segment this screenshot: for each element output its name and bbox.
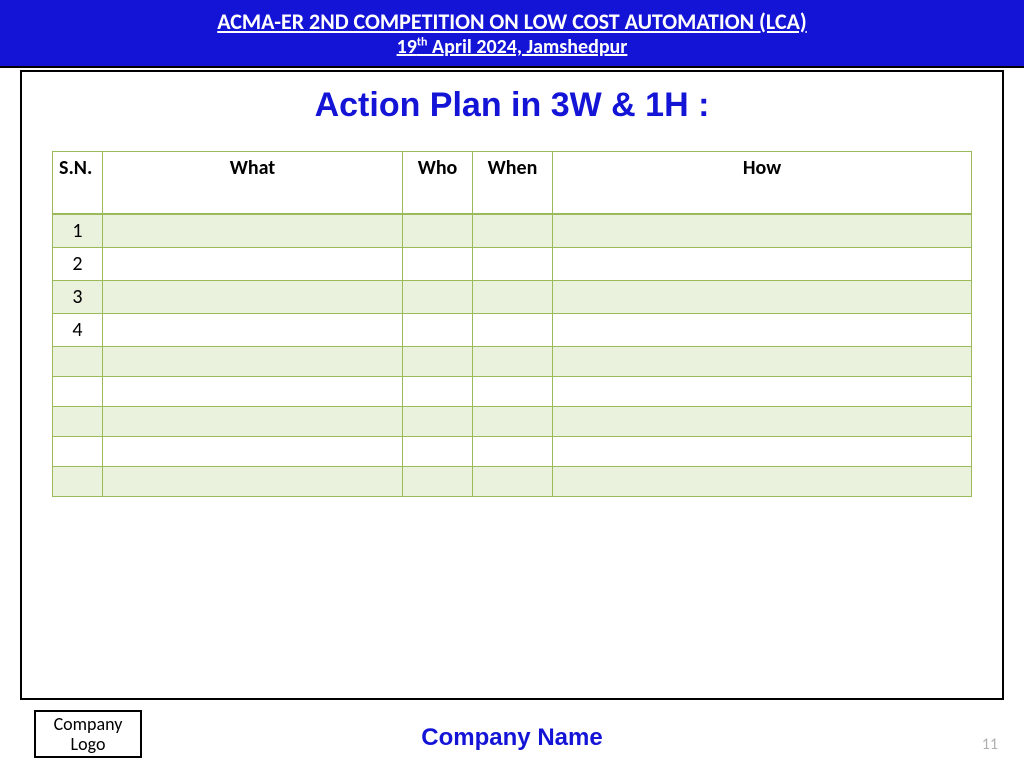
banner-sub-sup: th [417,35,428,49]
company-name: Company Name [0,724,1024,752]
cell-how [553,466,972,496]
cell-what [103,466,403,496]
cell-sn: 4 [53,313,103,346]
table-row [53,346,972,376]
cell-sn [53,346,103,376]
slide-heading: Action Plan in 3W & 1H : [52,86,972,125]
cell-when [473,214,553,248]
table-row: 4 [53,313,972,346]
cell-what [103,436,403,466]
table-header-row: S.N. What Who When How [53,152,972,214]
table-body: 1 2 3 4 [53,214,972,497]
cell-what [103,280,403,313]
banner-subtitle: 19th April 2024, Jamshedpur [0,35,1024,59]
col-how: How [553,152,972,214]
table-row [53,466,972,496]
cell-who [403,436,473,466]
cell-when [473,406,553,436]
cell-what [103,406,403,436]
cell-how [553,280,972,313]
banner-title: ACMA-ER 2ND COMPETITION ON LOW COST AUTO… [0,8,1024,35]
cell-when [473,313,553,346]
cell-how [553,214,972,248]
content-frame: Action Plan in 3W & 1H : S.N. What Who W… [20,70,1004,700]
cell-who [403,214,473,248]
cell-when [473,376,553,406]
cell-how [553,436,972,466]
cell-sn [53,466,103,496]
cell-who [403,346,473,376]
cell-what [103,247,403,280]
cell-what [103,376,403,406]
cell-who [403,247,473,280]
cell-how [553,247,972,280]
cell-when [473,280,553,313]
cell-who [403,466,473,496]
table-row: 3 [53,280,972,313]
col-who: Who [403,152,473,214]
cell-what [103,346,403,376]
cell-sn: 2 [53,247,103,280]
col-when: When [473,152,553,214]
cell-who [403,406,473,436]
cell-how [553,313,972,346]
cell-how [553,346,972,376]
banner-sub-pre: 19 [397,35,417,59]
cell-who [403,313,473,346]
header-banner: ACMA-ER 2ND COMPETITION ON LOW COST AUTO… [0,0,1024,68]
cell-sn: 3 [53,280,103,313]
cell-sn: 1 [53,214,103,248]
col-sn: S.N. [53,152,103,214]
cell-when [473,466,553,496]
table-row: 1 [53,214,972,248]
table-row [53,406,972,436]
banner-sub-post: April 2024, Jamshedpur [427,35,627,59]
col-what: What [103,152,403,214]
cell-what [103,214,403,248]
cell-when [473,346,553,376]
table-row: 2 [53,247,972,280]
cell-when [473,247,553,280]
page-number: 11 [982,735,998,754]
cell-sn [53,406,103,436]
cell-what [103,313,403,346]
cell-how [553,406,972,436]
table-row [53,436,972,466]
cell-who [403,376,473,406]
cell-when [473,436,553,466]
footer: Company Logo Company Name 11 [0,706,1024,768]
cell-who [403,280,473,313]
action-plan-table: S.N. What Who When How 1 2 3 4 [52,151,972,497]
cell-sn [53,376,103,406]
table-row [53,376,972,406]
cell-how [553,376,972,406]
cell-sn [53,436,103,466]
